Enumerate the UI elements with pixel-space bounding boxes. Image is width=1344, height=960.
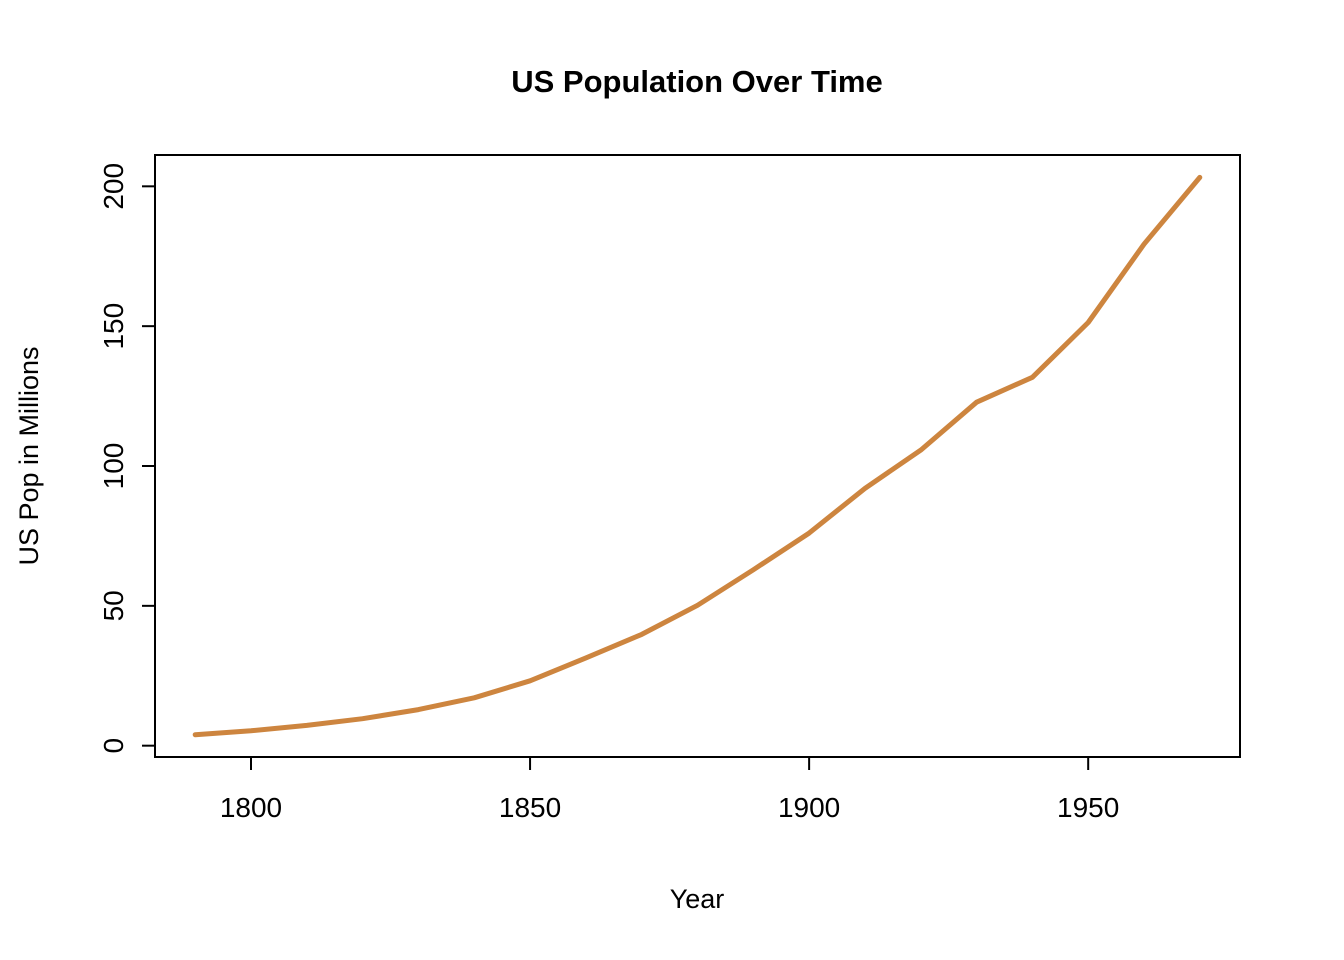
y-tick-label: 50: [98, 590, 129, 621]
y-tick-label: 150: [98, 303, 129, 350]
y-axis-ticks: 0 50 100 150 200: [98, 163, 155, 753]
x-tick-label: 1900: [778, 792, 840, 823]
y-tick-label: 100: [98, 443, 129, 490]
x-tick-label: 1950: [1057, 792, 1119, 823]
x-tick-label: 1800: [220, 792, 282, 823]
chart-title: US Population Over Time: [511, 64, 883, 99]
y-tick-label: 200: [98, 163, 129, 210]
y-tick-label: 0: [98, 738, 129, 754]
x-axis-ticks: 1800 1850 1900 1950: [220, 757, 1119, 823]
population-line: [192, 174, 1203, 738]
plot-box: [154, 154, 1241, 758]
x-tick-label: 1850: [499, 792, 561, 823]
y-axis-label: US Pop in Millions: [14, 346, 44, 565]
x-axis-label: Year: [670, 884, 725, 914]
